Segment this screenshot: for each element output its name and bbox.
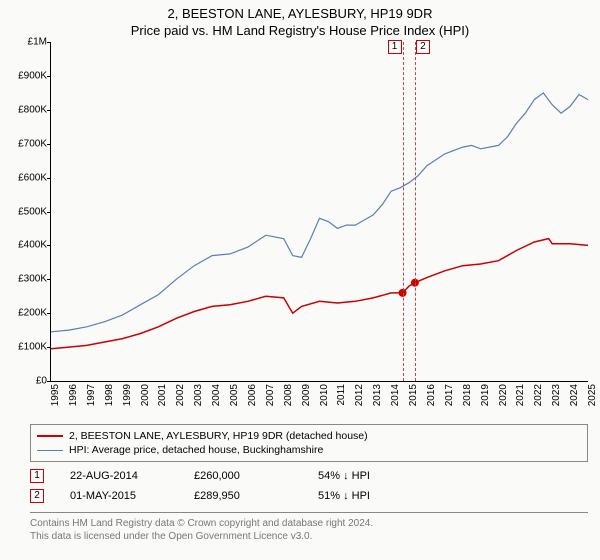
x-axis-label: 1998 [104, 384, 115, 406]
series-hpi [51, 93, 588, 332]
x-axis-label: 2014 [390, 384, 401, 406]
event-row: 2 01-MAY-2015 £289,950 51% ↓ HPI [30, 486, 588, 506]
x-axis-label: 2002 [175, 384, 186, 406]
event-number-box: 2 [30, 489, 44, 503]
x-axis-labels: 1995 1996 1997 1998 1999 2000 2001 2002 2003 2004… [50, 382, 588, 418]
legend-label: 2, BEESTON LANE, AYLESBURY, HP19 9DR (de… [69, 430, 368, 442]
x-axis-label: 2018 [462, 384, 473, 406]
footer-line-2: This data is licensed under the Open Gov… [30, 530, 588, 543]
x-axis-label: 2005 [229, 384, 240, 406]
footer-line-1: Contains HM Land Registry data © Crown c… [30, 517, 588, 530]
event-date: 01-MAY-2015 [70, 490, 168, 502]
x-axis-label: 1996 [68, 384, 79, 406]
footer-attribution: Contains HM Land Registry data © Crown c… [30, 512, 588, 543]
x-axis-label: 2017 [444, 384, 455, 406]
x-axis-label: 1997 [86, 384, 97, 406]
x-axis-label: 2019 [480, 384, 491, 406]
event-price: £289,950 [194, 490, 292, 502]
legend-row: HPI: Average price, detached house, Buck… [37, 443, 581, 457]
x-axis-label: 1999 [122, 384, 133, 406]
legend-swatch [37, 450, 63, 451]
event-number-box: 1 [30, 469, 44, 483]
x-axis-label: 2013 [372, 384, 383, 406]
legend-swatch [37, 435, 63, 437]
event-table: 1 22-AUG-2014 £260,000 54% ↓ HPI 2 01-MAY-201… [30, 466, 588, 506]
x-axis-label: 2012 [354, 384, 365, 406]
event-delta: 51% ↓ HPI [318, 490, 416, 502]
chart-title-address: 2, BEESTON LANE, AYLESBURY, HP19 9DR [0, 0, 600, 21]
event-vline [415, 42, 416, 381]
x-axis-label: 2024 [569, 384, 580, 406]
x-axis-label: 2003 [193, 384, 204, 406]
legend-row: 2, BEESTON LANE, AYLESBURY, HP19 9DR (de… [37, 429, 581, 443]
x-axis-label: 2016 [426, 384, 437, 406]
chart-plot-area: £0£100K£200K£300K£400K£500K£600K£700K£80… [50, 42, 588, 382]
event-date: 22-AUG-2014 [70, 470, 168, 482]
x-axis-label: 2020 [498, 384, 509, 406]
series-price_paid [51, 239, 588, 349]
chart-title-sub: Price paid vs. HM Land Registry's House … [0, 21, 600, 42]
x-axis-label: 2010 [319, 384, 330, 406]
x-axis-label: 2022 [533, 384, 544, 406]
x-axis-label: 2023 [551, 384, 562, 406]
chart-svg [51, 42, 588, 381]
x-axis-label: 2000 [140, 384, 151, 406]
x-axis-label: 1995 [50, 384, 61, 406]
x-axis-label: 2001 [157, 384, 168, 406]
x-axis-label: 2008 [283, 384, 294, 406]
x-axis-label: 2021 [515, 384, 526, 406]
chart-legend: 2, BEESTON LANE, AYLESBURY, HP19 9DR (de… [30, 424, 588, 462]
event-marker-box: 1 [388, 40, 402, 54]
x-axis-label: 2006 [247, 384, 258, 406]
x-axis-label: 2011 [336, 384, 347, 406]
x-axis-label: 2009 [301, 384, 312, 406]
x-axis-label: 2004 [211, 384, 222, 406]
event-row: 1 22-AUG-2014 £260,000 54% ↓ HPI [30, 466, 588, 486]
legend-label: HPI: Average price, detached house, Buck… [69, 444, 323, 456]
event-marker-box: 2 [416, 40, 430, 54]
event-delta: 54% ↓ HPI [318, 470, 416, 482]
x-axis-label: 2007 [265, 384, 276, 406]
x-axis-label: 2015 [408, 384, 419, 406]
event-vline [403, 42, 404, 381]
x-axis-label: 2025 [587, 384, 598, 406]
event-price: £260,000 [194, 470, 292, 482]
